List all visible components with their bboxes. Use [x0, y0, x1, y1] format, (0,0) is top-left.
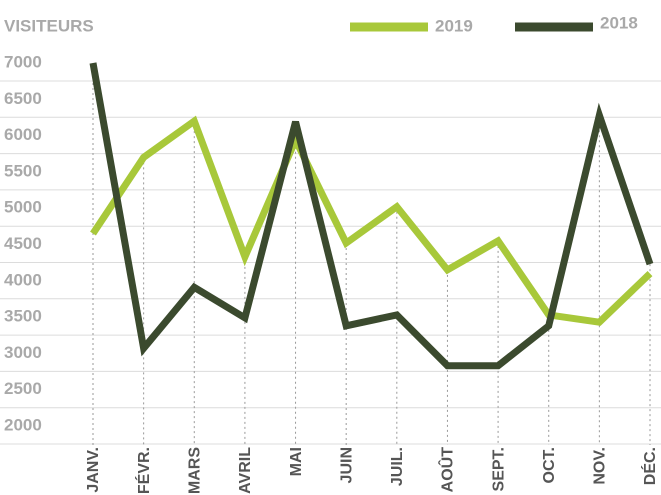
x-tick-label: DÉC.: [640, 447, 659, 485]
x-tick-label: JANV.: [85, 447, 102, 493]
y-tick-label: 4000: [4, 270, 42, 289]
y-tick-label: 7000: [4, 52, 42, 71]
x-tick-label: FÉVR.: [134, 447, 153, 494]
y-tick-label: 2000: [4, 415, 42, 434]
y-tick-label: 6500: [4, 89, 42, 108]
legend-label: 2018: [600, 13, 638, 32]
x-tick-label: AOÛT: [438, 447, 457, 493]
y-tick-label: 6000: [4, 125, 42, 144]
x-tick-label: JUIL.: [389, 447, 406, 486]
y-tick-label: 5500: [4, 161, 42, 180]
x-tick-label: AVRIL: [237, 447, 254, 494]
x-tick-label: MAI: [288, 447, 305, 476]
x-tick-label: OCT.: [541, 447, 558, 483]
y-axis-title: VISITEURS: [4, 16, 94, 35]
legend-label: 2019: [435, 16, 473, 35]
y-tick-label: 5000: [4, 198, 42, 217]
y-tick-label: 3000: [4, 343, 42, 362]
y-tick-label: 3500: [4, 307, 42, 326]
x-tick-label: SEPT.: [490, 447, 507, 491]
x-tick-label: NOV.: [592, 447, 609, 485]
x-tick-label: MARS: [186, 447, 203, 494]
series-line: [89, 62, 654, 370]
y-tick-label: 2500: [4, 379, 42, 398]
x-tick-label: JUIN: [338, 447, 355, 483]
series-line: [90, 115, 653, 326]
y-tick-label: 4500: [4, 234, 42, 253]
